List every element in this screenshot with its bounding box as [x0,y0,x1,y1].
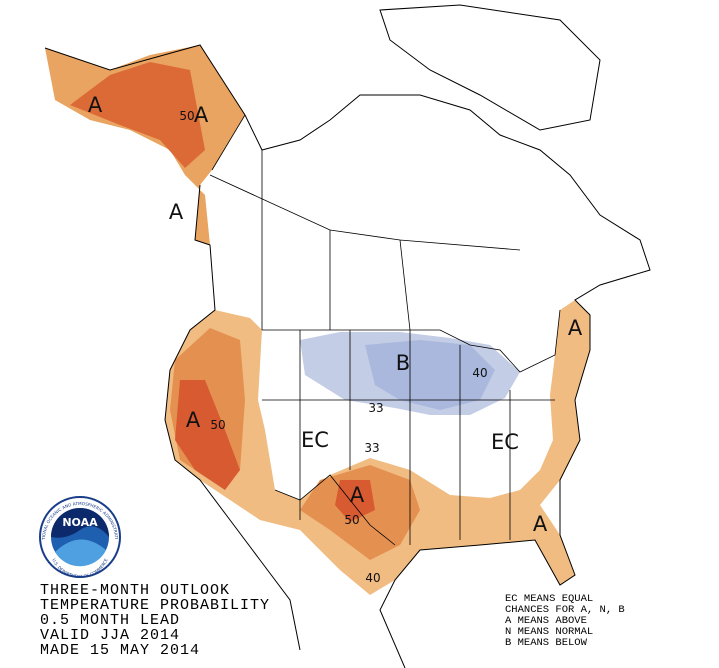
legend-line: B MEANS BELOW [505,637,588,649]
title-line: VALID JJA 2014 [40,627,180,644]
logo-text: NOAA [62,516,98,529]
arctic-islands [379,4,601,131]
canada-borders [209,114,521,331]
west-above-60 [175,380,240,490]
map-label: 50 [344,513,359,527]
legend-line: EC MEANS EQUAL [505,593,593,605]
coastline-west [164,184,301,651]
map-label: EC [491,430,519,454]
title-line: TEMPERATURE PROBABILITY [40,597,270,614]
map-label: 50 [179,109,194,123]
title-line: 0.5 MONTH LEAD [40,612,180,629]
title-line: THREE-MONTH OUTLOOK [40,582,230,599]
map-label: 40 [472,366,487,380]
map-label: A [194,103,209,127]
map-label: B [396,351,410,375]
alaska-above-dark [70,62,205,168]
legend-line: A MEANS ABOVE [505,615,587,627]
map-label: 33 [364,441,379,455]
map-label: A [350,483,365,507]
title-line: MADE 15 MAY 2014 [40,642,200,659]
legend-line: CHANCES FOR A, N, B [505,604,625,616]
map-label: 40 [365,571,380,585]
us-mexico-border [274,474,396,546]
us-canada-border [262,309,561,373]
coastline-east [44,44,651,668]
oklahoma-above-60 [335,480,375,522]
map-label: 50 [210,418,225,432]
below-40-area [365,340,495,410]
map-label: EC [301,428,329,452]
map-label: A [169,200,184,224]
state-lines [262,330,555,545]
map-label: A [186,408,201,432]
legend-line: N MEANS NORMAL [505,626,593,638]
map-label: A [88,93,103,117]
above-40-area [165,300,590,595]
map-label: 33 [368,401,383,415]
map-label: A [568,316,583,340]
map-label: A [533,512,548,536]
